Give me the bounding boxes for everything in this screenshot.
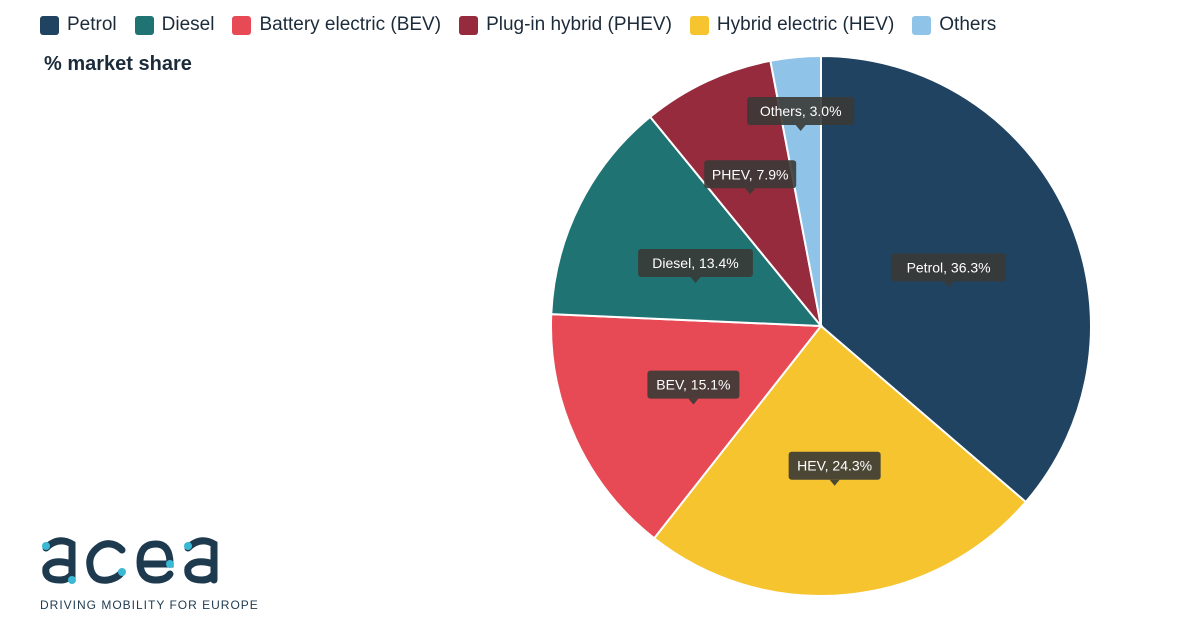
- legend-label: Plug-in hybrid (PHEV): [486, 14, 672, 35]
- legend-swatch: [689, 15, 709, 35]
- svg-text:Petrol, 36.3%: Petrol, 36.3%: [907, 259, 991, 275]
- pie-label-petrol: Petrol, 36.3%: [891, 253, 1006, 288]
- legend-item: Others: [912, 14, 996, 36]
- pie-slice-diesel: [550, 115, 824, 328]
- pie-label-bev: BEV, 15.1%: [647, 370, 740, 405]
- legend: Petrol Diesel Battery electric (BEV) Plug-i…: [40, 14, 1014, 36]
- svg-text:PHEV, 7.9%: PHEV, 7.9%: [712, 166, 789, 182]
- legend-swatch: [232, 15, 252, 35]
- svg-text:Others, 3.0%: Others, 3.0%: [760, 103, 842, 119]
- pie-label-others: Others, 3.0%: [747, 96, 855, 131]
- legend-swatch: [134, 15, 154, 35]
- svg-text:BEV, 15.1%: BEV, 15.1%: [656, 377, 730, 393]
- pie-slice-phev: [648, 59, 822, 327]
- legend-item: Diesel: [134, 14, 215, 36]
- legend-swatch: [40, 15, 59, 35]
- legend-item: Hybrid electric (HEV): [689, 14, 895, 36]
- acea-logo: [42, 537, 218, 584]
- legend-label: Others: [939, 14, 997, 35]
- svg-text:HEV, 24.3%: HEV, 24.3%: [797, 458, 872, 474]
- legend-swatch: [459, 15, 479, 35]
- pie-label-diesel: Diesel, 13.4%: [638, 249, 753, 284]
- pie-label-phev: PHEV, 7.9%: [704, 160, 797, 195]
- legend-swatch: [912, 15, 932, 35]
- svg-text:Diesel, 13.4%: Diesel, 13.4%: [652, 255, 738, 271]
- legend-label: Diesel: [161, 14, 215, 35]
- legend-item: Petrol: [40, 14, 117, 36]
- pie-slice-bev: [550, 313, 823, 540]
- legend-label: Petrol: [67, 14, 117, 35]
- legend-label: Battery electric (BEV): [259, 14, 442, 35]
- legend-item: Plug-in hybrid (PHEV): [459, 14, 672, 36]
- pie-label-hev: HEV, 24.3%: [788, 451, 881, 486]
- legend-item: Battery electric (BEV): [232, 14, 441, 36]
- chart-subtitle: % market share: [44, 53, 192, 75]
- legend-label: Hybrid electric (HEV): [716, 14, 895, 35]
- logo-tagline: DRIVING MOBILITY FOR EUROPE: [40, 598, 259, 612]
